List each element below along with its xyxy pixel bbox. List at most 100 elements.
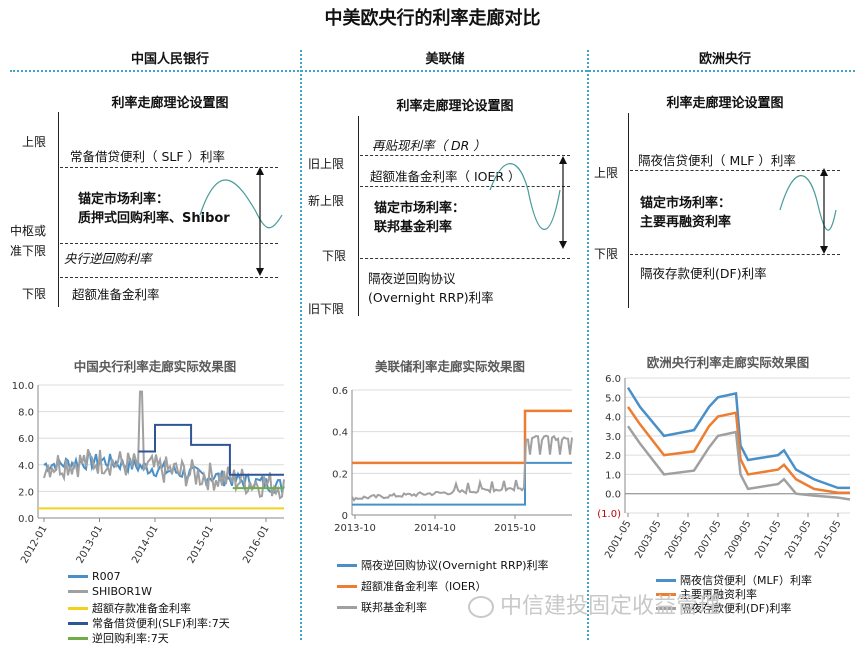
us-dr-rate: 再贴现利率（ DR ） [372, 138, 486, 153]
china-theory-title: 利率走廊理论设置图 [111, 96, 229, 111]
x-tick-label: 2015-05 [813, 519, 843, 561]
us-label-old-lower: 旧下限 [308, 302, 345, 316]
eu-theory-wave [779, 168, 837, 254]
legend-label: 逆回购利率:7天 [92, 632, 169, 645]
china-mid-dash [60, 243, 278, 244]
china-upper-dash [60, 167, 278, 168]
x-tick-label: 2007-05 [693, 519, 723, 561]
x-tick-label: 2015-10 [494, 523, 536, 534]
y-tick-label: 0.4 [332, 428, 348, 439]
df-line [626, 425, 851, 501]
y-tick-label: 0 [342, 511, 348, 522]
legend-item: 超额存款准备金利率 [68, 600, 191, 616]
us-anchor-line1: 锚定市场利率： [374, 201, 466, 216]
bank-header-fed: 美联储 [425, 52, 465, 67]
legend-item: R007 [68, 570, 121, 583]
x-tick-label: 2014-10 [414, 523, 456, 534]
eu-theory-title: 利率走廊理论设置图 [666, 96, 784, 111]
eu-anchor-line2: 主要再融资利率 [640, 215, 732, 230]
us-new-upper-dash [360, 186, 570, 187]
legend-item: SHIBOR1W [68, 585, 152, 598]
china-anchor-line2: 质押式回购利率、Shibor [78, 211, 230, 226]
y-tick-label: 10.0 [12, 381, 34, 392]
legend-swatch [68, 621, 88, 625]
eu-label-upper: 上限 [594, 166, 619, 180]
us-anchor-line2: 联邦基金利率 [374, 220, 453, 235]
slf-line [138, 423, 284, 476]
china-chart-title: 中国央行利率走廊实际效果图 [73, 359, 237, 374]
us-theory-wave [489, 156, 567, 249]
china-label-lower-alt: 准下限 [10, 244, 47, 258]
legend-swatch [337, 563, 357, 567]
china-theory-axis [58, 112, 59, 307]
us-rrp-line2: (Overnight RRP)利率 [368, 290, 494, 305]
us-theory-title: 利率走廊理论设置图 [396, 99, 514, 114]
eu-lower-dash [630, 254, 840, 255]
x-tick-label: 2014-01 [130, 524, 160, 566]
us-lower-dash [360, 258, 570, 259]
us-theory-axis [358, 116, 359, 316]
eu-anchor-line1: 锚定市场利率： [640, 196, 732, 211]
legend-item: 隔夜存款便利(DF)利率 [656, 600, 791, 616]
x-tick-label: 2003-05 [633, 519, 663, 561]
watermark: 中信建投固定收益管理 [468, 588, 720, 620]
legend-item: 隔夜信贷便利（MLF）利率 [656, 572, 812, 588]
legend-label: 主要再融资利率 [680, 588, 757, 601]
china-label-center: 中枢或 [10, 224, 47, 238]
bank-header-ecb: 欧洲央行 [698, 52, 751, 67]
legend-label: 隔夜逆回购协议(Overnight RRP)利率 [361, 559, 549, 572]
legend-label: 常备借贷便利(SLF)利率:7天 [92, 617, 230, 630]
legend-swatch [337, 605, 357, 609]
mro-line [626, 406, 850, 494]
legend-item: 联邦基金利率 [337, 599, 427, 615]
y-tick-label: 0.2 [332, 469, 348, 480]
x-tick-label: 2012-01 [19, 524, 49, 566]
legend-label: 联邦基金利率 [361, 601, 427, 614]
legend-label: 超额准备金利率（IOER） [361, 580, 487, 593]
y-tick-label: 2.0 [18, 487, 34, 498]
legend-swatch [68, 606, 88, 610]
y-tick-label: 0.0 [18, 514, 34, 525]
shibor1w-line [43, 390, 285, 500]
x-tick-label: 2013-05 [783, 519, 813, 561]
bank-header-pboc: 中国人民银行 [130, 52, 209, 67]
eu-chart: (1.0) 0.0 1.0 2.0 3.0 4.0 5.0 6.0 2001-05 2003-05… [597, 374, 851, 561]
legend-item: 常备借贷便利(SLF)利率:7天 [68, 615, 230, 631]
y-tick-label: 8.0 [18, 408, 34, 419]
legend-label: R007 [92, 570, 121, 583]
china-chart: 0.0 2.0 4.0 6.0 8.0 10.0 2012-01 2013-01 2014-01… [12, 381, 285, 566]
legend-label: 超额存款准备金利率 [92, 602, 191, 615]
us-label-old-upper: 旧上限 [308, 157, 345, 171]
legend-item: 超额准备金利率（IOER） [337, 578, 487, 594]
legend-swatch [656, 592, 676, 596]
legend-swatch [68, 636, 88, 640]
fed-funds-line [351, 434, 573, 502]
us-rrp-line1: 隔夜逆回购协议 [368, 271, 456, 286]
x-tick-label: 2009-05 [723, 519, 753, 561]
legend-label: 隔夜信贷便利（MLF）利率 [680, 574, 812, 587]
eu-chart-title: 欧洲央行利率走廊实际效果图 [646, 355, 810, 370]
r007-line [43, 452, 285, 496]
x-tick-label: 2005-05 [663, 519, 693, 561]
china-anchor-line1: 锚定市场利率： [78, 192, 170, 207]
legend-swatch [68, 590, 88, 593]
eu-label-lower: 下限 [594, 247, 619, 261]
x-tick-label: 2015-01 [186, 524, 216, 566]
eu-upper-dash [630, 170, 840, 171]
us-label-lower: 下限 [322, 249, 347, 263]
page-title: 中美欧央行的利率走廊对比 [324, 8, 541, 29]
y-tick-label: 3.0 [605, 432, 621, 443]
y-tick-label: 2.0 [605, 451, 621, 462]
header-divider [10, 70, 855, 72]
legend-swatch [656, 578, 676, 582]
us-ioer-rate: 超额准备金利率（ IOER ） [370, 169, 521, 184]
mlf-line [626, 386, 850, 490]
y-tick-label: 0.6 [332, 386, 348, 397]
us-chart-title: 美联储利率走廊实际效果图 [374, 359, 525, 374]
y-tick-label: 6.0 [605, 374, 621, 385]
x-tick-label: 2001-05 [603, 519, 633, 561]
column-divider-right [587, 50, 589, 640]
china-reverse-repo-rate: 央行逆回购利率 [64, 251, 152, 266]
legend-swatch [656, 606, 676, 610]
eu-theory-axis [628, 113, 629, 308]
